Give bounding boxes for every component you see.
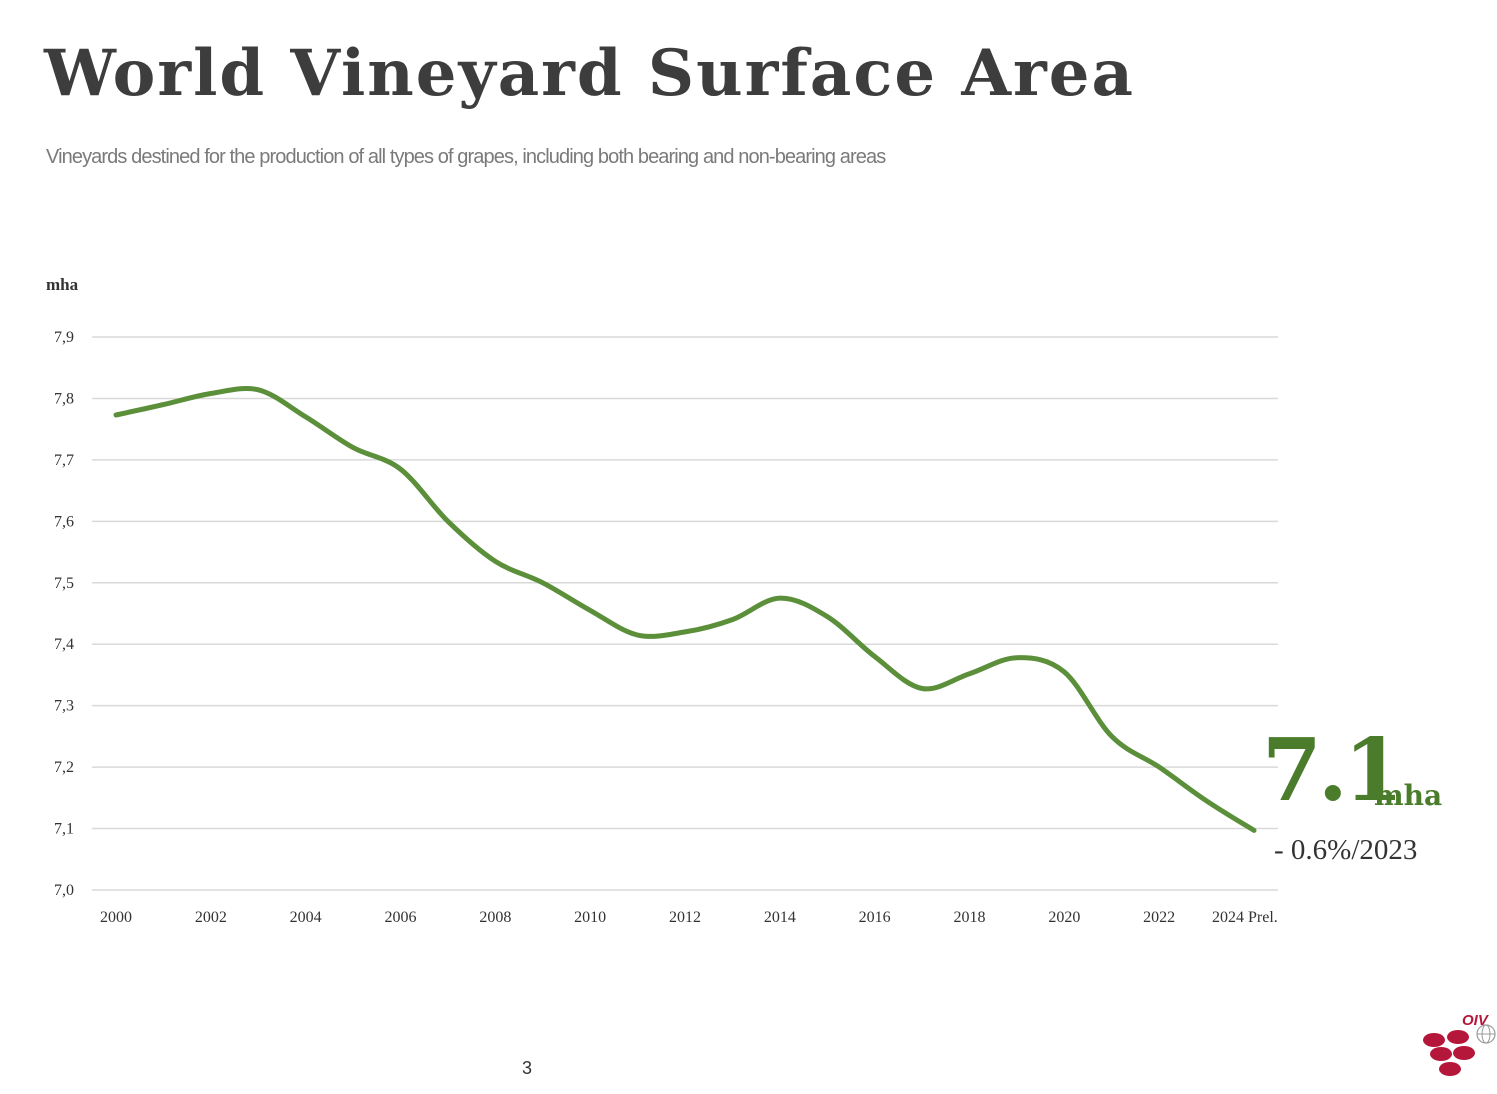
- y-tick-label: 7,5: [54, 575, 74, 592]
- y-tick-label: 7,8: [54, 390, 74, 407]
- x-tick-label: 2014: [764, 909, 796, 926]
- page-subtitle: Vineyards destined for the production of…: [46, 146, 886, 168]
- page-number: 3: [522, 1058, 533, 1078]
- y-tick-label: 7,6: [54, 513, 74, 530]
- x-tick-label: 2004: [290, 909, 322, 926]
- oiv-logo-text: OIV: [1462, 1012, 1490, 1029]
- x-tick-label: 2002: [195, 909, 227, 926]
- x-tick-label: 2006: [385, 909, 417, 926]
- oiv-logo: OIV OIV: [1423, 1012, 1496, 1076]
- x-tick-label: 2024 Prel.: [1212, 909, 1278, 926]
- x-tick-label: 2010: [574, 909, 606, 926]
- x-tick-label: 2012: [669, 909, 701, 926]
- y-axis-unit-label: mha: [46, 275, 79, 294]
- x-tick-label: 2022: [1143, 909, 1175, 926]
- y-axis-ticks: 7,0 7,1 7,2 7,3 7,4 7,5 7,6 7,7 7,8 7,9: [54, 329, 74, 899]
- gridlines: [92, 336, 1278, 891]
- y-tick-label: 7,9: [54, 329, 74, 346]
- x-tick-label: 2008: [479, 909, 511, 926]
- page-title: World Vineyard Surface Area: [44, 36, 1135, 111]
- y-tick-label: 7,0: [54, 882, 74, 899]
- x-tick-label: 2016: [859, 909, 891, 926]
- highlight-value: 7.1: [1262, 720, 1404, 821]
- y-tick-label: 7,7: [54, 452, 74, 469]
- x-axis-ticks: 2000 2002 2004 2006 2008 2010 2012 2014 2016 2018…: [100, 909, 1278, 926]
- x-tick-label: 2000: [100, 909, 132, 926]
- highlight-change: - 0.6%/2023: [1274, 834, 1418, 866]
- series-line: [113, 385, 1257, 833]
- y-tick-label: 7,2: [54, 759, 74, 776]
- y-tick-label: 7,4: [54, 636, 74, 653]
- series-layer: [113, 385, 1257, 833]
- y-tick-label: 7,3: [54, 698, 74, 715]
- highlight-unit: mha: [1374, 779, 1443, 812]
- x-tick-label: 2018: [954, 909, 986, 926]
- x-tick-label: 2020: [1048, 909, 1080, 926]
- y-tick-label: 7,1: [54, 821, 74, 838]
